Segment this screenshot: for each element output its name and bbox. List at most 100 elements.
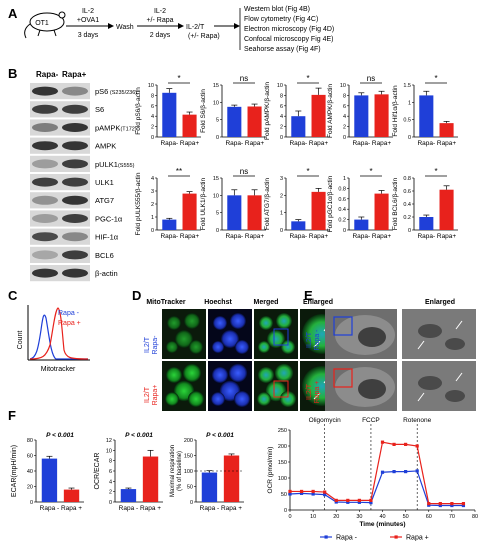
- y-tick-label: 6: [109, 469, 112, 475]
- y-axis-label: Fold Hif1α/β-actin: [392, 85, 399, 137]
- series-point: [357, 498, 361, 502]
- blot-row: S6: [30, 101, 104, 118]
- y-tick-label: 2: [109, 490, 112, 496]
- step-3-top2: +/- Rapa: [146, 17, 173, 24]
- y-axis-label: Fold pGC1α/β-actin: [327, 175, 334, 232]
- y-tick-label: 200: [184, 438, 193, 444]
- blot-band: [32, 123, 58, 132]
- series-point: [415, 469, 419, 473]
- bar-chart-3: 0 2 4 6 8 10 Rapa- Rapa+ ns Fold AMPK/β-actin: [327, 74, 393, 147]
- y-tick-label: 0: [190, 500, 193, 506]
- y-tick-label: 2: [151, 125, 154, 131]
- blot-band: [32, 177, 58, 187]
- x-tick-label: 0: [288, 514, 291, 520]
- bar: [182, 193, 197, 230]
- injection-label: Rotenone: [403, 417, 432, 424]
- y-tick-label: 10: [213, 193, 219, 199]
- y-tick-label: 2: [343, 125, 346, 131]
- y-tick-label: 1: [151, 215, 154, 221]
- y-tick-label: 3: [280, 176, 283, 182]
- y-tick-label: 0: [216, 135, 219, 141]
- cell: [211, 392, 225, 406]
- category-label: Rapa +: [221, 505, 242, 512]
- y-tick-label: 10: [340, 83, 346, 89]
- assay-3: Electron microscopy (Fig 4D): [244, 26, 334, 33]
- series-point: [299, 489, 304, 494]
- confocal-tile: [208, 361, 252, 411]
- panel-a-workflow: OT1 IL-2 +OVA1 3 days Wash IL-2 +/- Rapa…: [24, 6, 334, 53]
- significance-label: P < 0.001: [125, 432, 153, 439]
- blot-band: [32, 159, 58, 169]
- panel-e-em: Enlarged IL2/T Rapa - IL2/T Rapa +: [306, 299, 476, 411]
- em-row2-label-b: Rapa +: [314, 381, 321, 404]
- step-4-top: IL-2/T: [186, 24, 205, 31]
- injection-label: FCCP: [362, 417, 380, 424]
- blot-header-plus: Rapa+: [62, 70, 87, 79]
- arrow-marker: [417, 340, 425, 350]
- category-label: Rapa -: [119, 505, 139, 512]
- em-tile: [325, 309, 397, 359]
- arrow-marker: [313, 392, 321, 400]
- y-tick-label: 250: [278, 428, 287, 434]
- bar: [227, 195, 242, 230]
- y-tick-label: 6: [343, 104, 346, 110]
- x-tick-label: 40: [379, 514, 385, 520]
- series-point: [288, 489, 292, 494]
- blot-band: [32, 232, 58, 242]
- category-label: Rapa-: [417, 140, 435, 147]
- y-tick-label: 2: [151, 202, 154, 208]
- em-tile: [325, 361, 397, 411]
- y-tick-label: 10: [213, 100, 219, 106]
- legend-marker: [394, 535, 398, 539]
- bar: [142, 456, 159, 502]
- y-tick-label: 0.2: [338, 218, 346, 224]
- series-line: [290, 441, 464, 505]
- series-point: [380, 440, 385, 444]
- blot-row: pAMPK(T172): [30, 119, 137, 136]
- y-tick-label: 50: [187, 485, 193, 491]
- y-tick-label: 0: [280, 228, 283, 234]
- y-tick-label: 6: [151, 104, 154, 110]
- step-4-bottom: (+/- Rapa): [188, 33, 220, 40]
- arrow-2-head: [178, 23, 184, 29]
- cell: [221, 330, 239, 348]
- legend-label: Rapa +: [406, 535, 429, 542]
- significance-label: P < 0.001: [46, 432, 74, 439]
- confocal-row2-label-a: IL2/T: [144, 386, 151, 403]
- mouse-illustration: [24, 11, 66, 39]
- y-tick-label: 0.6: [338, 197, 346, 203]
- y-tick-label: 150: [278, 460, 287, 466]
- bar: [247, 195, 262, 230]
- x-tick-label: 80: [472, 514, 478, 520]
- series-point: [323, 493, 327, 497]
- significance-label: **: [176, 167, 182, 176]
- y-tick-label: 0: [109, 500, 112, 506]
- series-point: [450, 503, 454, 508]
- blot-header-minus: Rapa-: [36, 70, 59, 79]
- bar: [63, 489, 80, 502]
- category-label: Rapa -: [200, 505, 220, 512]
- series-point: [438, 502, 442, 506]
- ocr-line-chart: 0 50 100 150 200 250 0 10 20 30 40 50 60 70 80 Time (mi…: [267, 417, 478, 542]
- confocal-tile: [208, 309, 252, 359]
- significance-label: ns: [367, 74, 375, 83]
- y-tick-label: 0: [408, 135, 411, 141]
- blot-band: [32, 250, 58, 260]
- em-header-enlarged: Enlarged: [425, 299, 455, 306]
- bar-chart-9: 0 0.2 0.4 0.6 0.8 Rapa- Rapa+ * Fold BCL6/β-acti…: [392, 167, 458, 240]
- blot-row-label: β-actin: [95, 269, 118, 278]
- series-point: [404, 470, 408, 474]
- bar: [291, 221, 306, 230]
- y-axis-label: (% of baseline): [177, 451, 183, 491]
- panel-label-f: F: [8, 408, 16, 423]
- bar-chart-10: 0 20 40 60 80 Rapa - Rapa + P < 0.001 ECAR(mpH/m…: [11, 432, 84, 512]
- bar: [247, 106, 262, 137]
- y-tick-label: 100: [184, 469, 193, 475]
- y-tick-label: 8: [343, 93, 346, 99]
- blot-row-label: pULK1(S555): [95, 160, 135, 169]
- blot-band: [32, 104, 58, 114]
- em-row2-label-a: IL2/T: [306, 383, 313, 400]
- y-tick-label: 60: [27, 454, 33, 460]
- cell: [187, 390, 205, 408]
